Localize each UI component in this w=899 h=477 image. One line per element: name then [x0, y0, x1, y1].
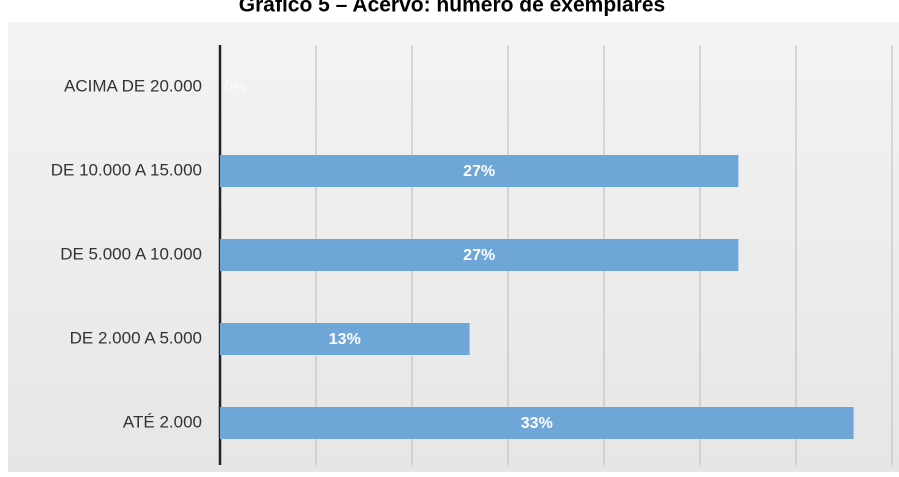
- chart-title: Gráfico 5 – Acervo: número de exemplares: [239, 0, 665, 17]
- bar: [220, 323, 470, 355]
- value-label: 27%: [463, 163, 495, 180]
- bar: [220, 155, 739, 187]
- value-label: 13%: [329, 331, 361, 348]
- value-label: 0%: [224, 79, 247, 96]
- value-label: 33%: [521, 415, 553, 432]
- y-tick-label: DE 5.000 A 10.000: [60, 244, 202, 263]
- y-tick-label: DE 10.000 A 15.000: [51, 160, 202, 179]
- y-tick-label: DE 2.000 A 5.000: [70, 328, 202, 347]
- bar: [220, 407, 854, 439]
- value-label: 27%: [463, 247, 495, 264]
- y-tick-label: ATÉ 2.000: [123, 412, 202, 431]
- bar: [220, 239, 739, 271]
- y-tick-label: ACIMA DE 20.000: [64, 76, 202, 95]
